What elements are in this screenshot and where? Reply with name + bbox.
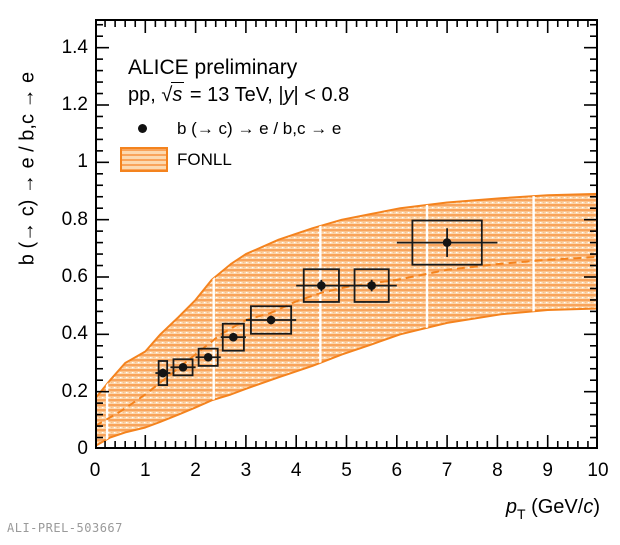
x-tick-label: 0 <box>89 460 101 481</box>
sqrt-s: s <box>171 82 185 106</box>
y-tick-label: 0.4 <box>61 323 88 345</box>
x-axis-title-sub: T <box>516 506 526 522</box>
legend-entry-data: b (→ c) → e / b,c → e <box>177 119 342 138</box>
x-tick-label: 2 <box>190 460 201 481</box>
data-point-marker <box>367 281 376 290</box>
x-tick-label: 8 <box>492 460 503 481</box>
y-tick-label: 1 <box>77 151 88 173</box>
data-point-marker <box>178 363 188 372</box>
data-point-marker <box>229 332 238 342</box>
legend-entry-fonll: FONLL <box>177 150 232 169</box>
data-point-marker <box>317 281 326 290</box>
x-tick-label: 4 <box>290 460 302 481</box>
data-point-marker <box>266 315 276 325</box>
y-tick-label: 1.4 <box>61 36 88 58</box>
x-tick-label: 3 <box>240 460 252 481</box>
x-tick-label: 9 <box>542 460 553 481</box>
fonll-central-line <box>95 255 598 427</box>
figure-watermark: ALI-PREL-503667 <box>7 521 123 535</box>
x-axis-title: pT (GeV/c) <box>438 496 600 522</box>
x-axis-title-p: p <box>505 496 517 518</box>
x-axis-title-c: c <box>583 496 594 518</box>
y-axis-title: b (→ c) → e / b,c → e <box>16 71 39 266</box>
sqrt-icon: √ <box>161 84 173 106</box>
y-tick-label: 0 <box>77 438 88 459</box>
rapidity-y: y <box>283 84 294 106</box>
legend-data-marker-icon <box>138 124 147 133</box>
collision-system-label: pp, √s = 13 TeV, |y| < 0.8 <box>128 82 350 107</box>
x-tick-label: 10 <box>587 460 609 481</box>
data-point-marker <box>158 368 168 378</box>
y-tick-label: 0.8 <box>61 208 88 230</box>
y-tick-label: 0.2 <box>61 380 88 402</box>
fonll-band <box>95 192 598 448</box>
data-point-marker <box>203 352 213 362</box>
system-prefix: pp, <box>128 84 162 106</box>
x-axis-title-close: ) <box>593 496 600 518</box>
x-tick-label: 5 <box>341 460 352 481</box>
alice-preliminary-label: ALICE preliminary <box>128 56 298 79</box>
x-tick-label: 7 <box>441 460 453 481</box>
x-axis-title-mid: (GeV/ <box>525 496 584 518</box>
x-tick-label: 6 <box>391 460 403 481</box>
x-tick-label: 1 <box>140 460 151 481</box>
data-point-marker <box>442 238 452 247</box>
plot-area <box>95 19 598 449</box>
y-tick-label: 1.2 <box>61 94 88 115</box>
legend-fonll-band-swatch-icon <box>120 147 168 172</box>
y-tick-label: 0.6 <box>61 266 88 287</box>
system-suffix: | < 0.8 <box>293 84 350 106</box>
system-mid: = 13 TeV, | <box>184 84 284 106</box>
